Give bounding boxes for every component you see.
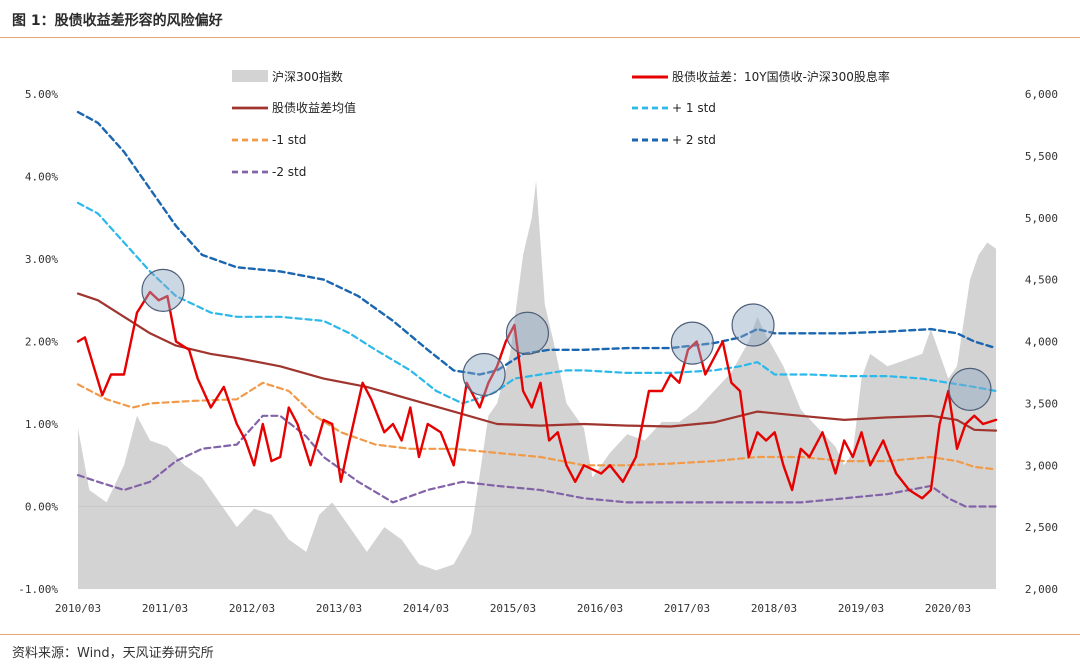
y-left-tick-1: 0.00% [25,501,58,514]
x-tick-0: 2010/03 [55,602,101,615]
legend-label-4: -1 std [272,133,306,147]
series-area-hs300 [78,180,996,589]
legend-swatch-0 [232,70,268,82]
legend-label-6: -2 std [272,165,306,179]
y-left-tick-2: 1.00% [25,418,58,431]
highlight-circle-5 [948,367,992,411]
highlight-circle-layer [141,268,992,411]
highlight-circle-3 [670,321,714,365]
y-right-tick-8: 6,000 [1025,88,1058,101]
legend-label-1: 股债收益差：10Y国债收-沪深300股息率 [672,69,890,84]
series-line-0 [76,292,998,432]
hs300-area-layer [78,180,996,589]
highlight-circle-2 [505,311,550,355]
source-note: 资料来源：Wind，天风证券研究所 [12,646,214,661]
x-tick-8: 2018/03 [751,602,797,615]
y-right-tick-2: 3,000 [1025,459,1058,472]
x-tick-5: 2015/03 [490,602,536,615]
highlight-circle-1 [462,352,506,397]
x-tick-4: 2014/03 [403,602,449,615]
source-rule [0,634,1080,635]
x-tick-2: 2012/03 [229,602,275,615]
highlight-circle-4 [731,303,775,347]
highlight-circle-0 [141,268,185,312]
figure-title: 图 1：股债收益差形容的风险偏好 [12,13,223,29]
y-right-tick-5: 4,500 [1025,274,1058,287]
y-left-tick-6: 5.00% [25,88,58,101]
x-tick-1: 2011/03 [142,602,188,615]
title-rule [0,37,1080,38]
y-right-tick-0: 2,000 [1025,583,1058,596]
series-line-5 [76,290,998,500]
y-right-tick-6: 5,000 [1025,212,1058,225]
tick-label-layer: -1.00% 0.00% 1.00% 2.00% 3.00% 4.00% 5.00% 2,00… [18,88,1058,615]
series-line-4 [76,414,998,508]
y-left-tick-5: 4.00% [25,171,58,184]
legend-label-3: + 1 std [672,101,716,115]
x-tick-6: 2016/03 [577,602,623,615]
spread-chart: -1.00% 0.00% 1.00% 2.00% 3.00% 4.00% 5.00% 2,00… [18,69,1058,615]
legend-label-2: 股债收益差均值 [272,100,356,115]
y-left-tick-0: -1.00% [18,583,58,596]
y-left-tick-3: 2.00% [25,336,58,349]
x-tick-10: 2020/03 [925,602,971,615]
y-right-tick-3: 3,500 [1025,397,1058,410]
legend-label-5: + 2 std [672,133,716,147]
y-left-tick-4: 3.00% [25,253,58,266]
y-right-tick-4: 4,000 [1025,336,1058,349]
y-right-tick-7: 5,500 [1025,150,1058,163]
x-tick-3: 2013/03 [316,602,362,615]
legend-label-0: 沪深300指数 [272,69,343,84]
x-tick-9: 2019/03 [838,602,884,615]
x-tick-7: 2017/03 [664,602,710,615]
y-right-tick-1: 2,500 [1025,521,1058,534]
series-line-1 [76,201,998,405]
